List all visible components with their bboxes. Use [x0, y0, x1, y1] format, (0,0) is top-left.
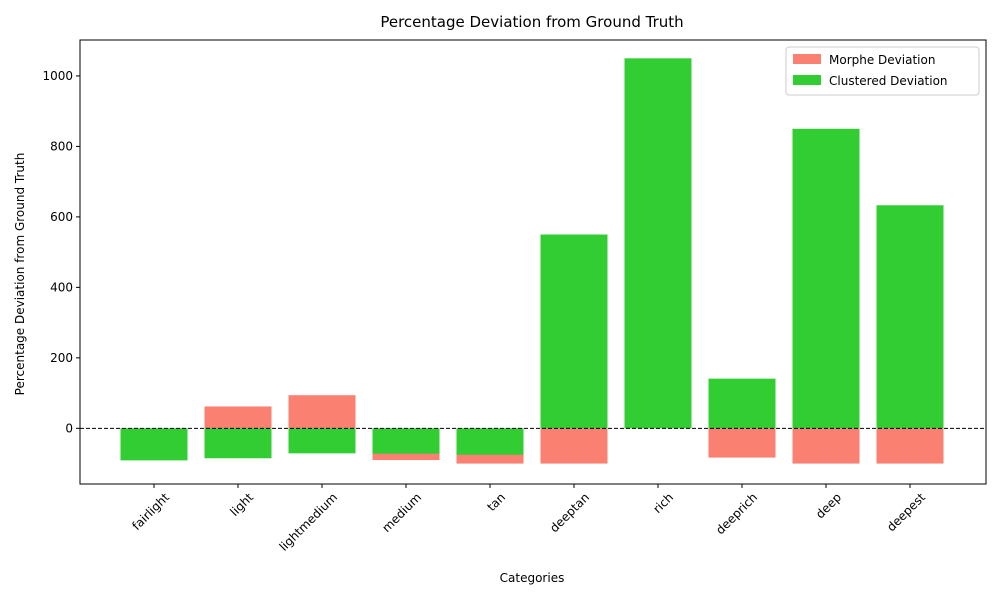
bar-clustered-light	[204, 428, 272, 459]
bar-morphe-lightmedium	[288, 395, 356, 429]
plot-frame	[79, 39, 987, 485]
y-tick-label: 400	[50, 280, 73, 294]
bar-clustered-lightmedium	[288, 428, 356, 454]
y-tick-label: 800	[50, 139, 73, 153]
bar-clustered-deep	[792, 128, 860, 429]
legend-label-morphe: Morphe Deviation	[829, 53, 935, 67]
legend-swatch-clustered	[793, 75, 821, 85]
bar-morphe-deeprich	[708, 428, 776, 458]
bar-morphe-deep	[792, 428, 860, 464]
x-tick-label-light: light	[227, 490, 256, 519]
y-axis-label: Percentage Deviation from Ground Truth	[13, 153, 27, 396]
x-tick-label-medium: medium	[379, 490, 424, 535]
bar-morphe-deepest	[876, 428, 944, 464]
bar-clustered-tan	[456, 428, 524, 455]
bars-group	[120, 58, 944, 464]
x-tick-label-deeprich: deeprich	[713, 490, 760, 537]
bar-morphe-deeptan	[540, 428, 608, 464]
bar-morphe-light	[204, 406, 272, 429]
y-tick-label: 600	[50, 210, 73, 224]
y-tick-label: 1000	[42, 69, 73, 83]
legend-label-clustered: Clustered Deviation	[829, 74, 948, 88]
x-tick-label-deeptan: deeptan	[547, 490, 592, 535]
x-tick-label-deep: deep	[813, 490, 844, 521]
legend: Morphe Deviation Clustered Deviation	[785, 46, 980, 96]
chart-title: Percentage Deviation from Ground Truth	[380, 13, 683, 31]
legend-swatch-morphe	[793, 54, 821, 64]
y-axis-ticks: 0 200 400 600 800 1000	[42, 69, 80, 435]
x-tick-label-lightmedium: lightmedium	[277, 490, 341, 554]
y-tick-label: 0	[65, 421, 73, 435]
y-tick-label: 200	[50, 351, 73, 365]
bar-clustered-deeprich	[708, 378, 776, 429]
legend-box	[785, 46, 980, 96]
x-tick-label-deepest: deepest	[884, 490, 928, 534]
bar-clustered-fairlight	[120, 428, 188, 461]
bar-clustered-deeptan	[540, 234, 608, 429]
bar-clustered-deepest	[876, 205, 944, 429]
x-tick-label-rich: rich	[650, 490, 676, 516]
bar-clustered-medium	[372, 428, 440, 454]
bar-clustered-rich	[624, 58, 692, 429]
x-axis-label: Categories	[500, 571, 565, 585]
x-tick-label-fairlight: fairlight	[129, 490, 172, 533]
x-tick-label-tan: tan	[484, 490, 508, 514]
x-axis-ticks: fairlight light lightmedium medium tan deepta…	[129, 484, 928, 554]
